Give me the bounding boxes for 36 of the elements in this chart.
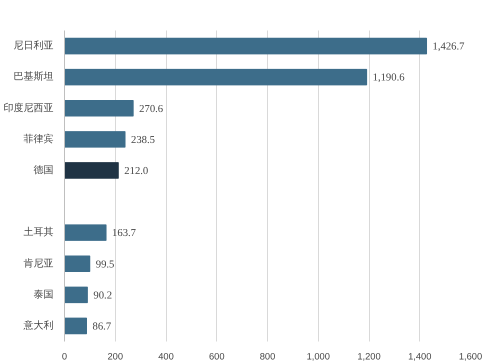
data-label: 238.5 [131, 134, 156, 146]
data-label: 212.0 [124, 166, 148, 177]
x-tick-label: 1,200 [357, 352, 381, 362]
x-tick-label: 600 [208, 352, 225, 362]
bar [64, 100, 134, 117]
data-label: 86.7 [92, 321, 112, 332]
x-tick-label: 1,000 [306, 352, 330, 362]
bar [64, 286, 88, 304]
bar [64, 255, 90, 272]
y-tick-label: 巴基斯坦 [14, 70, 54, 83]
y-tick-label: 意大利 [22, 319, 54, 332]
x-tick-label: 800 [260, 352, 276, 362]
y-tick-label: 泰国 [34, 289, 54, 300]
y-tick-label: 肯尼亚 [24, 257, 54, 270]
bar [64, 318, 87, 334]
y-tick-label: 印度尼西亚 [4, 102, 54, 114]
x-tick-label: 200 [107, 352, 124, 362]
bar [64, 224, 107, 241]
data-label: 270.6 [139, 104, 164, 115]
bar [64, 38, 428, 54]
bar [64, 131, 126, 148]
data-label: 99.5 [96, 259, 114, 270]
x-tick-label: 1,600 [458, 352, 482, 362]
x-tick-label: 0 [62, 352, 68, 362]
data-label: 90.2 [93, 290, 112, 302]
x-tick-label: 1,400 [408, 352, 432, 362]
data-label: 163.7 [112, 228, 137, 240]
x-tick-label: 400 [158, 352, 174, 362]
y-tick-label: 菲律宾 [24, 132, 54, 145]
data-label: 1,426.7 [432, 42, 466, 53]
y-tick-label: 土耳其 [24, 226, 54, 238]
y-tick-label: 尼日利亚 [14, 40, 54, 52]
y-tick-label: 德国 [34, 164, 54, 176]
data-label: 1,190.6 [372, 72, 406, 84]
bar [64, 162, 119, 179]
bar [64, 68, 368, 86]
